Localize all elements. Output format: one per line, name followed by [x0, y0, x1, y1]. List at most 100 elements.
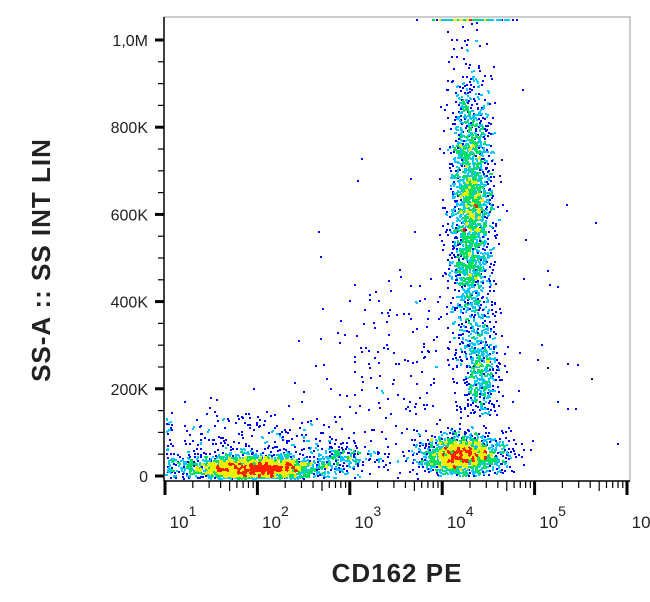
data-point — [184, 440, 186, 442]
data-point — [502, 460, 504, 462]
data-point — [495, 444, 497, 446]
data-point — [225, 471, 227, 473]
data-point — [477, 472, 479, 474]
data-point — [220, 458, 222, 460]
data-point — [466, 453, 468, 455]
data-point — [343, 459, 345, 461]
data-point — [451, 445, 453, 447]
data-point — [353, 432, 355, 434]
data-point — [249, 461, 251, 463]
data-point — [173, 453, 175, 455]
data-point — [513, 450, 515, 452]
data-point — [504, 449, 506, 451]
data-point — [443, 451, 445, 453]
data-point — [301, 422, 303, 424]
data-point — [444, 473, 446, 475]
data-point — [286, 474, 288, 476]
data-point — [205, 453, 207, 455]
data-point — [478, 474, 480, 476]
data-point — [251, 461, 253, 463]
data-point — [342, 465, 344, 467]
data-point — [258, 468, 260, 470]
data-point — [282, 458, 284, 460]
data-point — [346, 465, 348, 467]
data-point — [253, 457, 255, 459]
data-point — [258, 472, 260, 474]
data-point — [205, 458, 207, 460]
data-point — [310, 464, 312, 466]
data-point — [345, 460, 347, 462]
data-point — [300, 462, 302, 464]
data-point — [341, 459, 343, 461]
data-point — [333, 463, 335, 465]
data-point — [419, 442, 421, 444]
data-point — [193, 450, 195, 452]
data-point — [433, 456, 435, 458]
data-point — [335, 460, 337, 462]
data-point — [183, 478, 185, 480]
data-point — [203, 452, 205, 454]
data-point — [175, 477, 177, 479]
data-point — [222, 445, 224, 447]
data-point — [299, 474, 301, 476]
data-point — [481, 467, 483, 469]
data-point — [457, 447, 459, 449]
data-point — [313, 473, 315, 475]
data-point — [238, 463, 240, 465]
data-point — [253, 429, 255, 431]
data-point — [227, 461, 229, 463]
data-point — [408, 450, 410, 452]
data-point — [480, 436, 482, 438]
data-point — [444, 439, 446, 441]
data-point — [329, 440, 331, 442]
data-point — [238, 418, 240, 420]
data-point — [464, 445, 466, 447]
data-point — [348, 463, 350, 465]
data-point — [437, 461, 439, 463]
data-point — [288, 464, 290, 466]
data-point — [301, 434, 303, 436]
data-point — [472, 469, 474, 471]
data-point — [369, 473, 371, 475]
data-point — [460, 462, 462, 464]
data-point — [205, 460, 207, 462]
data-point — [263, 424, 265, 426]
data-point — [438, 436, 440, 438]
data-point — [290, 470, 292, 472]
data-point — [316, 469, 318, 471]
data-point — [423, 453, 425, 455]
data-point — [480, 455, 482, 457]
data-point — [463, 454, 465, 456]
data-point — [318, 464, 320, 466]
data-point — [236, 448, 238, 450]
data-point — [475, 475, 477, 477]
data-point — [186, 430, 188, 432]
data-point — [306, 440, 308, 442]
data-point — [259, 474, 261, 476]
data-point — [281, 477, 283, 479]
data-point — [230, 449, 232, 451]
data-point — [300, 464, 302, 466]
data-point — [469, 434, 471, 436]
data-point — [479, 461, 481, 463]
data-point — [334, 471, 336, 473]
data-point — [456, 474, 458, 476]
data-point — [376, 459, 378, 461]
data-point — [350, 455, 352, 457]
data-point — [217, 449, 219, 451]
data-point — [320, 432, 322, 434]
data-point — [217, 465, 219, 467]
data-point — [506, 444, 508, 446]
data-point — [464, 457, 466, 459]
data-point — [343, 468, 345, 470]
data-point — [184, 469, 186, 471]
data-point — [226, 458, 228, 460]
data-point — [337, 455, 339, 457]
data-point — [274, 441, 276, 443]
data-point — [221, 475, 223, 477]
data-point — [447, 466, 449, 468]
data-point — [215, 443, 217, 445]
data-point — [419, 445, 421, 447]
data-point — [468, 475, 470, 477]
data-point — [203, 473, 205, 475]
